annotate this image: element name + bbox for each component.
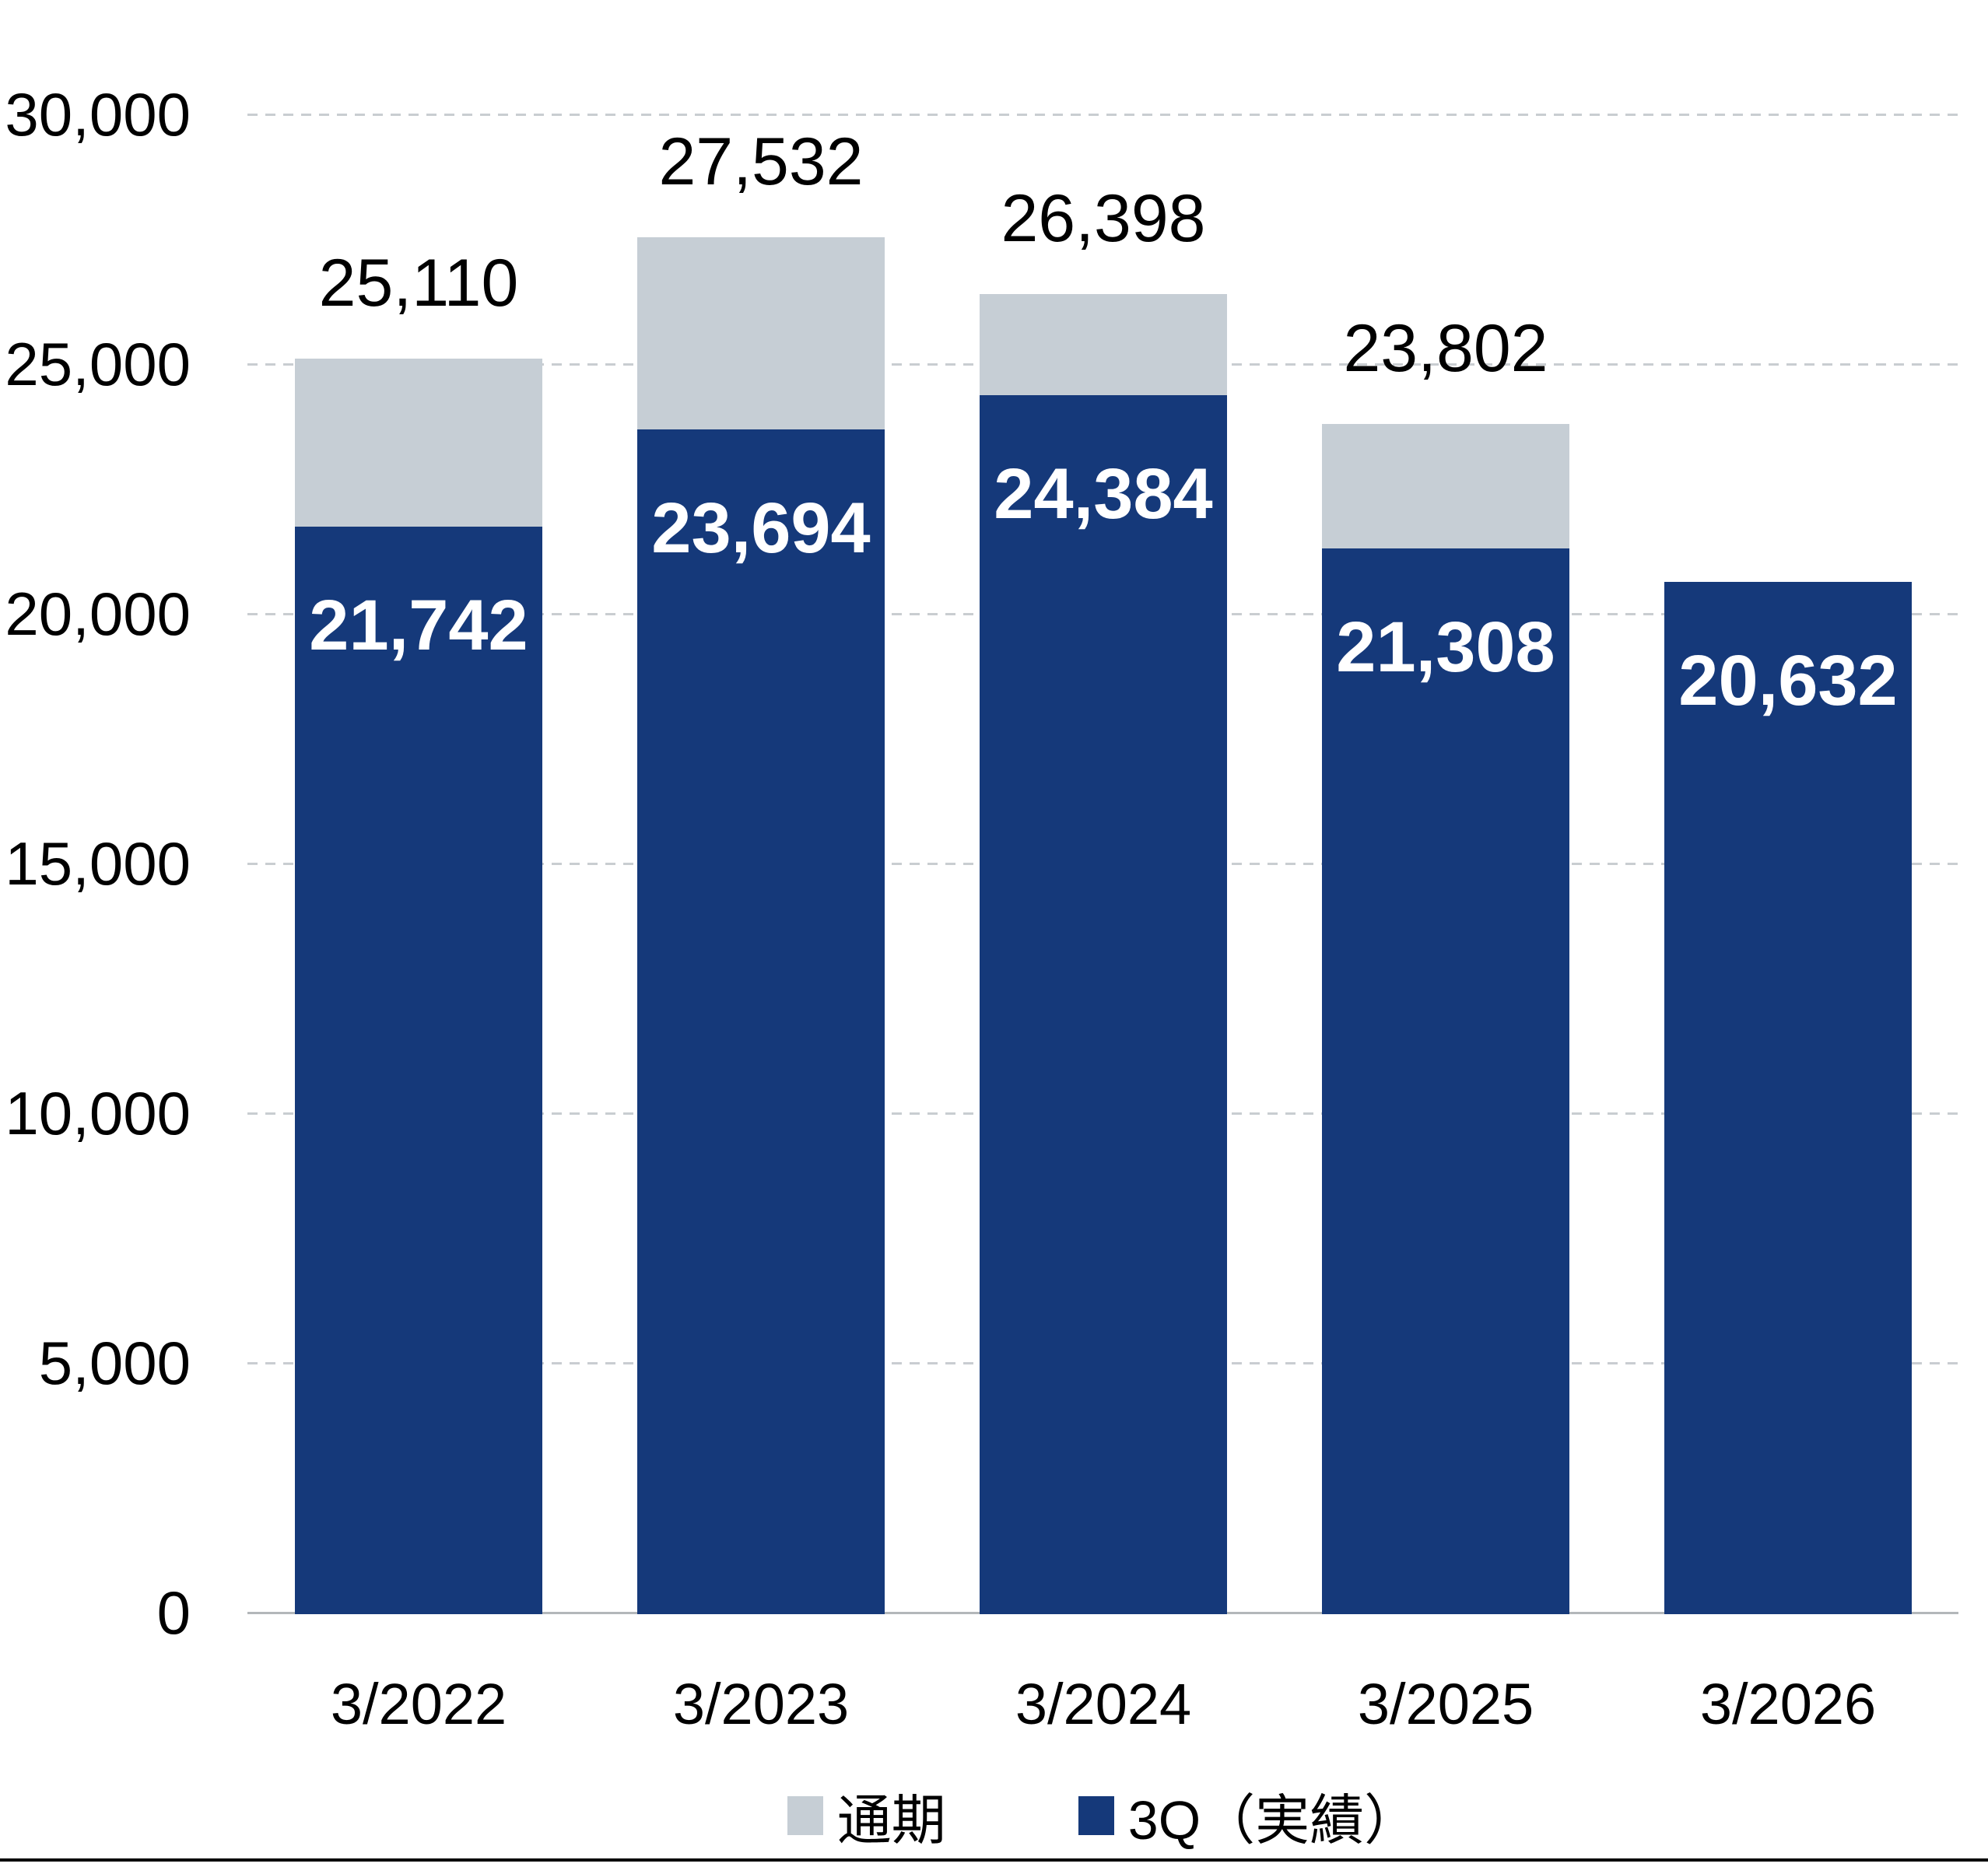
legend-label: 3Q（実績） (1127, 1789, 1419, 1851)
bar-3q-label: 24,384 (994, 454, 1213, 534)
fullyear-swatch-icon (787, 1796, 823, 1835)
bar-3q-label: 23,694 (651, 488, 871, 568)
xtick-label: 3/2022 (330, 1672, 507, 1736)
bar-total-label (1625, 468, 1951, 545)
ytick-label: 30,000 (5, 80, 191, 149)
bar-segment-fullyear (295, 358, 542, 527)
legend: 通期 3Q（実績） (247, 1785, 1958, 1851)
ytick-label: 0 (156, 1578, 191, 1647)
legend-item-3q: 3Q（実績） (1078, 1777, 1418, 1855)
bar-total-label: 25,110 (318, 245, 519, 321)
xtick-label: 3/2026 (1699, 1672, 1877, 1736)
bar-segment-3q (1322, 548, 1569, 1614)
bar-total-label: 23,802 (1343, 310, 1548, 386)
bar-3-2026: 20,632 (1664, 0, 1912, 1867)
bar-segment-3q (637, 429, 885, 1614)
ytick-label: 5,000 (38, 1329, 191, 1397)
xtick-label: 3/2025 (1357, 1672, 1534, 1736)
bar-segment-fullyear (1322, 423, 1569, 549)
bar-3q-label: 21,308 (1336, 608, 1555, 688)
bar-3-2023: 27,532 23,694 (637, 0, 885, 1867)
ytick-label: 15,000 (5, 829, 191, 898)
bar-3-2025: 23,802 21,308 (1322, 0, 1569, 1867)
bar-segment-3q (980, 394, 1227, 1614)
bar-3-2024: 26,398 24,384 (980, 0, 1227, 1867)
legend-label: 通期 (836, 1789, 946, 1851)
ytick-label: 10,000 (5, 1079, 191, 1147)
bar-segment-fullyear (980, 294, 1227, 395)
bar-total-label: 26,398 (1001, 181, 1206, 257)
bar-segment-3q (1664, 582, 1912, 1614)
bar-segment-3q (295, 527, 542, 1614)
bar-3q-label: 21,742 (309, 586, 528, 666)
bar-total-label: 27,532 (658, 124, 864, 200)
ytick-label: 25,000 (5, 330, 191, 398)
bar-3-2022: 25,110 21,742 (295, 0, 542, 1867)
xtick-label: 3/2023 (672, 1672, 850, 1736)
bar-3q-label: 20,632 (1678, 641, 1898, 721)
bar-segment-fullyear (637, 237, 885, 429)
ytick-label: 20,000 (5, 580, 191, 648)
legend-item-fullyear: 通期 (787, 1777, 946, 1855)
bottom-rule (0, 1858, 1988, 1862)
gridline-30000 (247, 113, 1958, 116)
xtick-label: 3/2024 (1015, 1672, 1192, 1736)
3q-swatch-icon (1078, 1796, 1114, 1835)
